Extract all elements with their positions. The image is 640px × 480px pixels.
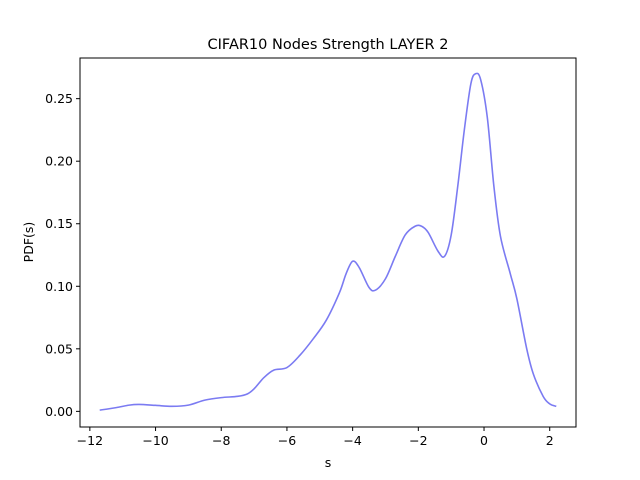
x-tick-label: 2 [546, 433, 554, 448]
x-tick-label: 0 [480, 433, 488, 448]
x-axis-label: s [325, 455, 332, 470]
x-tick-label: −6 [278, 433, 296, 448]
y-tick-label: 0.25 [45, 91, 73, 106]
y-tick-label: 0.05 [45, 341, 73, 356]
chart-title: CIFAR10 Nodes Strength LAYER 2 [208, 37, 449, 53]
x-tick-label: −12 [77, 433, 103, 448]
y-tick-label: 0.00 [45, 404, 73, 419]
y-tick-label: 0.10 [45, 279, 73, 294]
x-tick-label: −8 [212, 433, 230, 448]
x-tick-label: −2 [409, 433, 427, 448]
y-tick-label: 0.20 [45, 154, 73, 169]
axes-frame [79, 57, 577, 428]
x-tick-label: −10 [142, 433, 168, 448]
series-line-0 [99, 72, 557, 411]
y-tick-label: 0.15 [45, 216, 73, 231]
y-axis-label: PDF(s) [21, 222, 36, 263]
plot-area: −12 −10 −8 −6 −4 −2 0 2 0.00 0.05 0.10 0.15 0.20 0.25 [45, 72, 557, 448]
x-tick-label: −4 [343, 433, 361, 448]
